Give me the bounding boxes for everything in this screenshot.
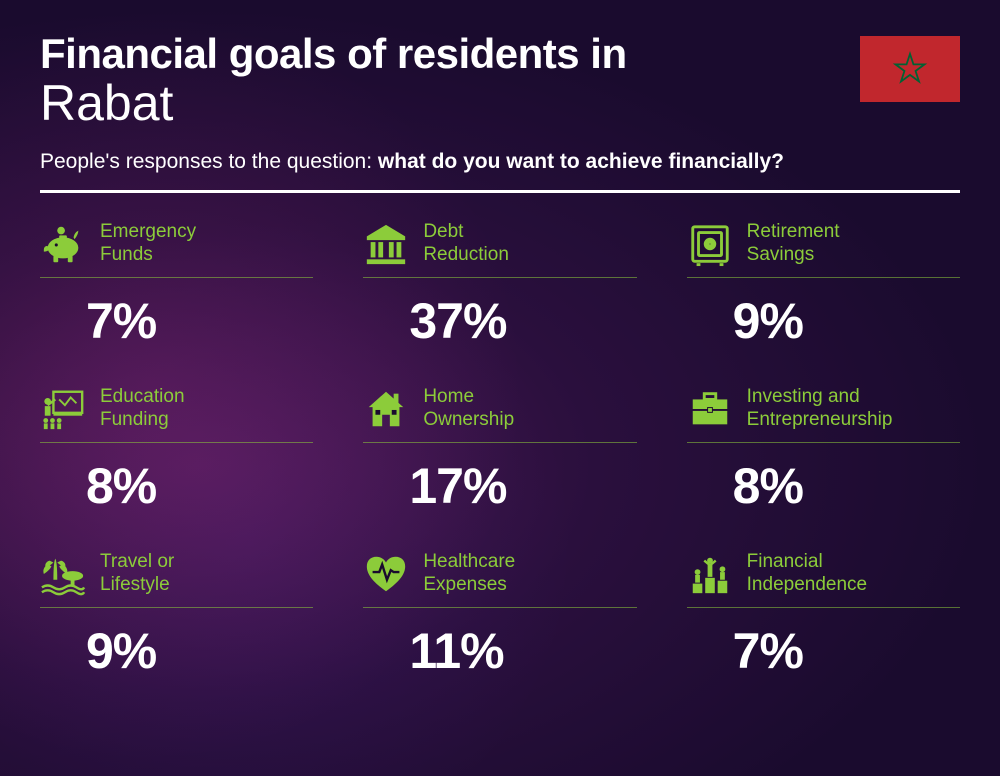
goal-value: 11% (409, 622, 636, 680)
goal-value: 8% (733, 457, 960, 515)
goal-label: FinancialIndependence (747, 551, 867, 597)
goal-emergency-funds: EmergencyFunds 7% (40, 221, 313, 350)
header: Financial goals of residents in Rabat Pe… (40, 30, 960, 193)
goal-investing: Investing andEntrepreneurship 8% (687, 386, 960, 515)
safe-icon (687, 221, 733, 267)
flag-morocco (860, 36, 960, 102)
house-icon (363, 386, 409, 432)
goal-value: 9% (86, 622, 313, 680)
title-city: Rabat (40, 74, 960, 132)
goal-label: Investing andEntrepreneurship (747, 386, 893, 432)
subtitle-bold: what do you want to achieve financially? (378, 150, 784, 173)
goal-education-funding: EducationFunding 8% (40, 386, 313, 515)
goal-label: EducationFunding (100, 386, 185, 432)
goal-home-ownership: HomeOwnership 17% (363, 386, 636, 515)
goal-healthcare: HealthcareExpenses 11% (363, 551, 636, 680)
independence-icon (687, 551, 733, 597)
goal-retirement-savings: RetirementSavings 9% (687, 221, 960, 350)
goal-label: HealthcareExpenses (423, 551, 515, 597)
goal-travel-lifestyle: Travel orLifestyle 9% (40, 551, 313, 680)
goal-label: RetirementSavings (747, 221, 840, 267)
goal-label: HomeOwnership (423, 386, 514, 432)
goals-grid: EmergencyFunds 7% DebtReduction (40, 221, 960, 680)
goal-financial-independence: FinancialIndependence 7% (687, 551, 960, 680)
goal-value: 7% (733, 622, 960, 680)
subtitle: People's responses to the question: what… (40, 150, 960, 174)
title-prefix: Financial goals of residents in (40, 30, 960, 78)
divider (40, 190, 960, 193)
goal-value: 37% (409, 292, 636, 350)
goal-label: Travel orLifestyle (100, 551, 174, 597)
goal-value: 8% (86, 457, 313, 515)
travel-icon (40, 551, 86, 597)
subtitle-lead: People's responses to the question: (40, 150, 378, 173)
briefcase-icon (687, 386, 733, 432)
goal-value: 9% (733, 292, 960, 350)
goal-value: 17% (409, 457, 636, 515)
goal-value: 7% (86, 292, 313, 350)
goal-label: DebtReduction (423, 221, 509, 267)
bank-icon (363, 221, 409, 267)
piggy-bank-icon (40, 221, 86, 267)
goal-debt-reduction: DebtReduction 37% (363, 221, 636, 350)
goal-label: EmergencyFunds (100, 221, 196, 267)
education-icon (40, 386, 86, 432)
healthcare-icon (363, 551, 409, 597)
